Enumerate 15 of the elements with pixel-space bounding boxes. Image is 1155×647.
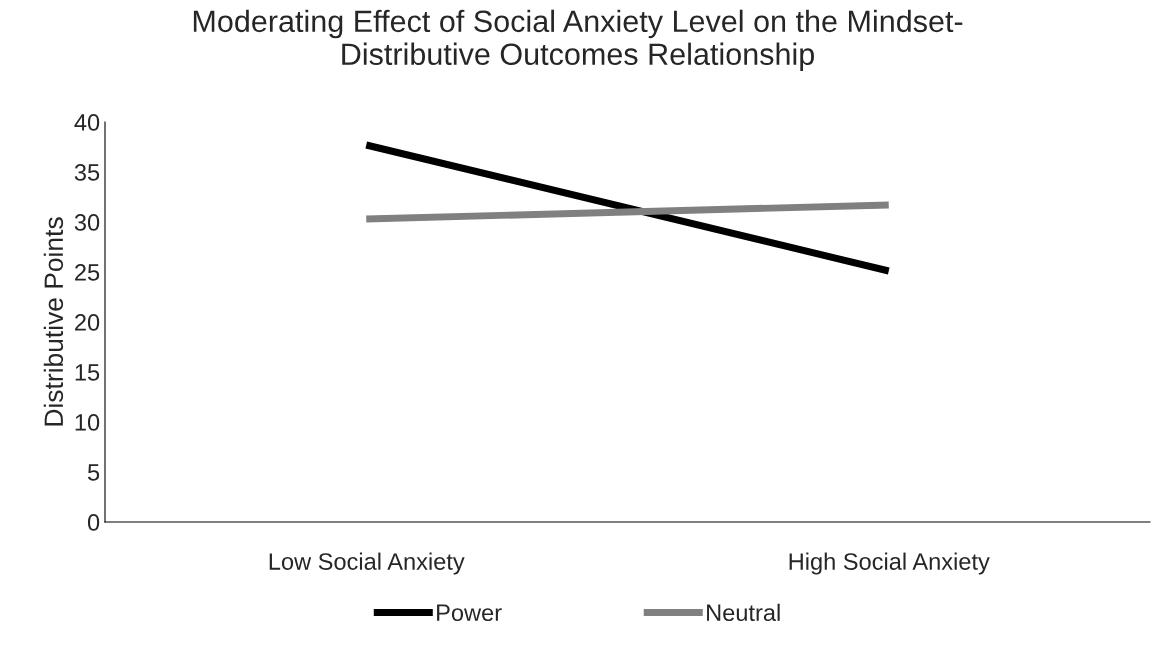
legend-label: Power <box>437 604 502 622</box>
y-tick-label: 0 <box>87 514 100 531</box>
y-tick-label: 30 <box>74 214 100 231</box>
y-tick-label: 5 <box>87 464 100 481</box>
x-tick-label: Low Social Anxiety <box>269 552 465 575</box>
chart-title: Moderating Effect of Social Anxiety Level on the Mindset- Distributive Outcomes Relationship <box>193 9 963 72</box>
y-axis-title: Distributive Points <box>43 217 64 426</box>
y-tick-label: 20 <box>75 314 100 331</box>
x-tick-label: High Social Anxiety <box>789 552 990 575</box>
y-tick-label: 35 <box>74 164 100 181</box>
y-tick-label: 15 <box>75 364 100 381</box>
y-tick-label: 25 <box>75 264 100 281</box>
legend-label: Neutral <box>707 603 780 622</box>
y-tick-label: 10 <box>75 414 100 431</box>
y-tick-label: 40 <box>74 114 100 131</box>
